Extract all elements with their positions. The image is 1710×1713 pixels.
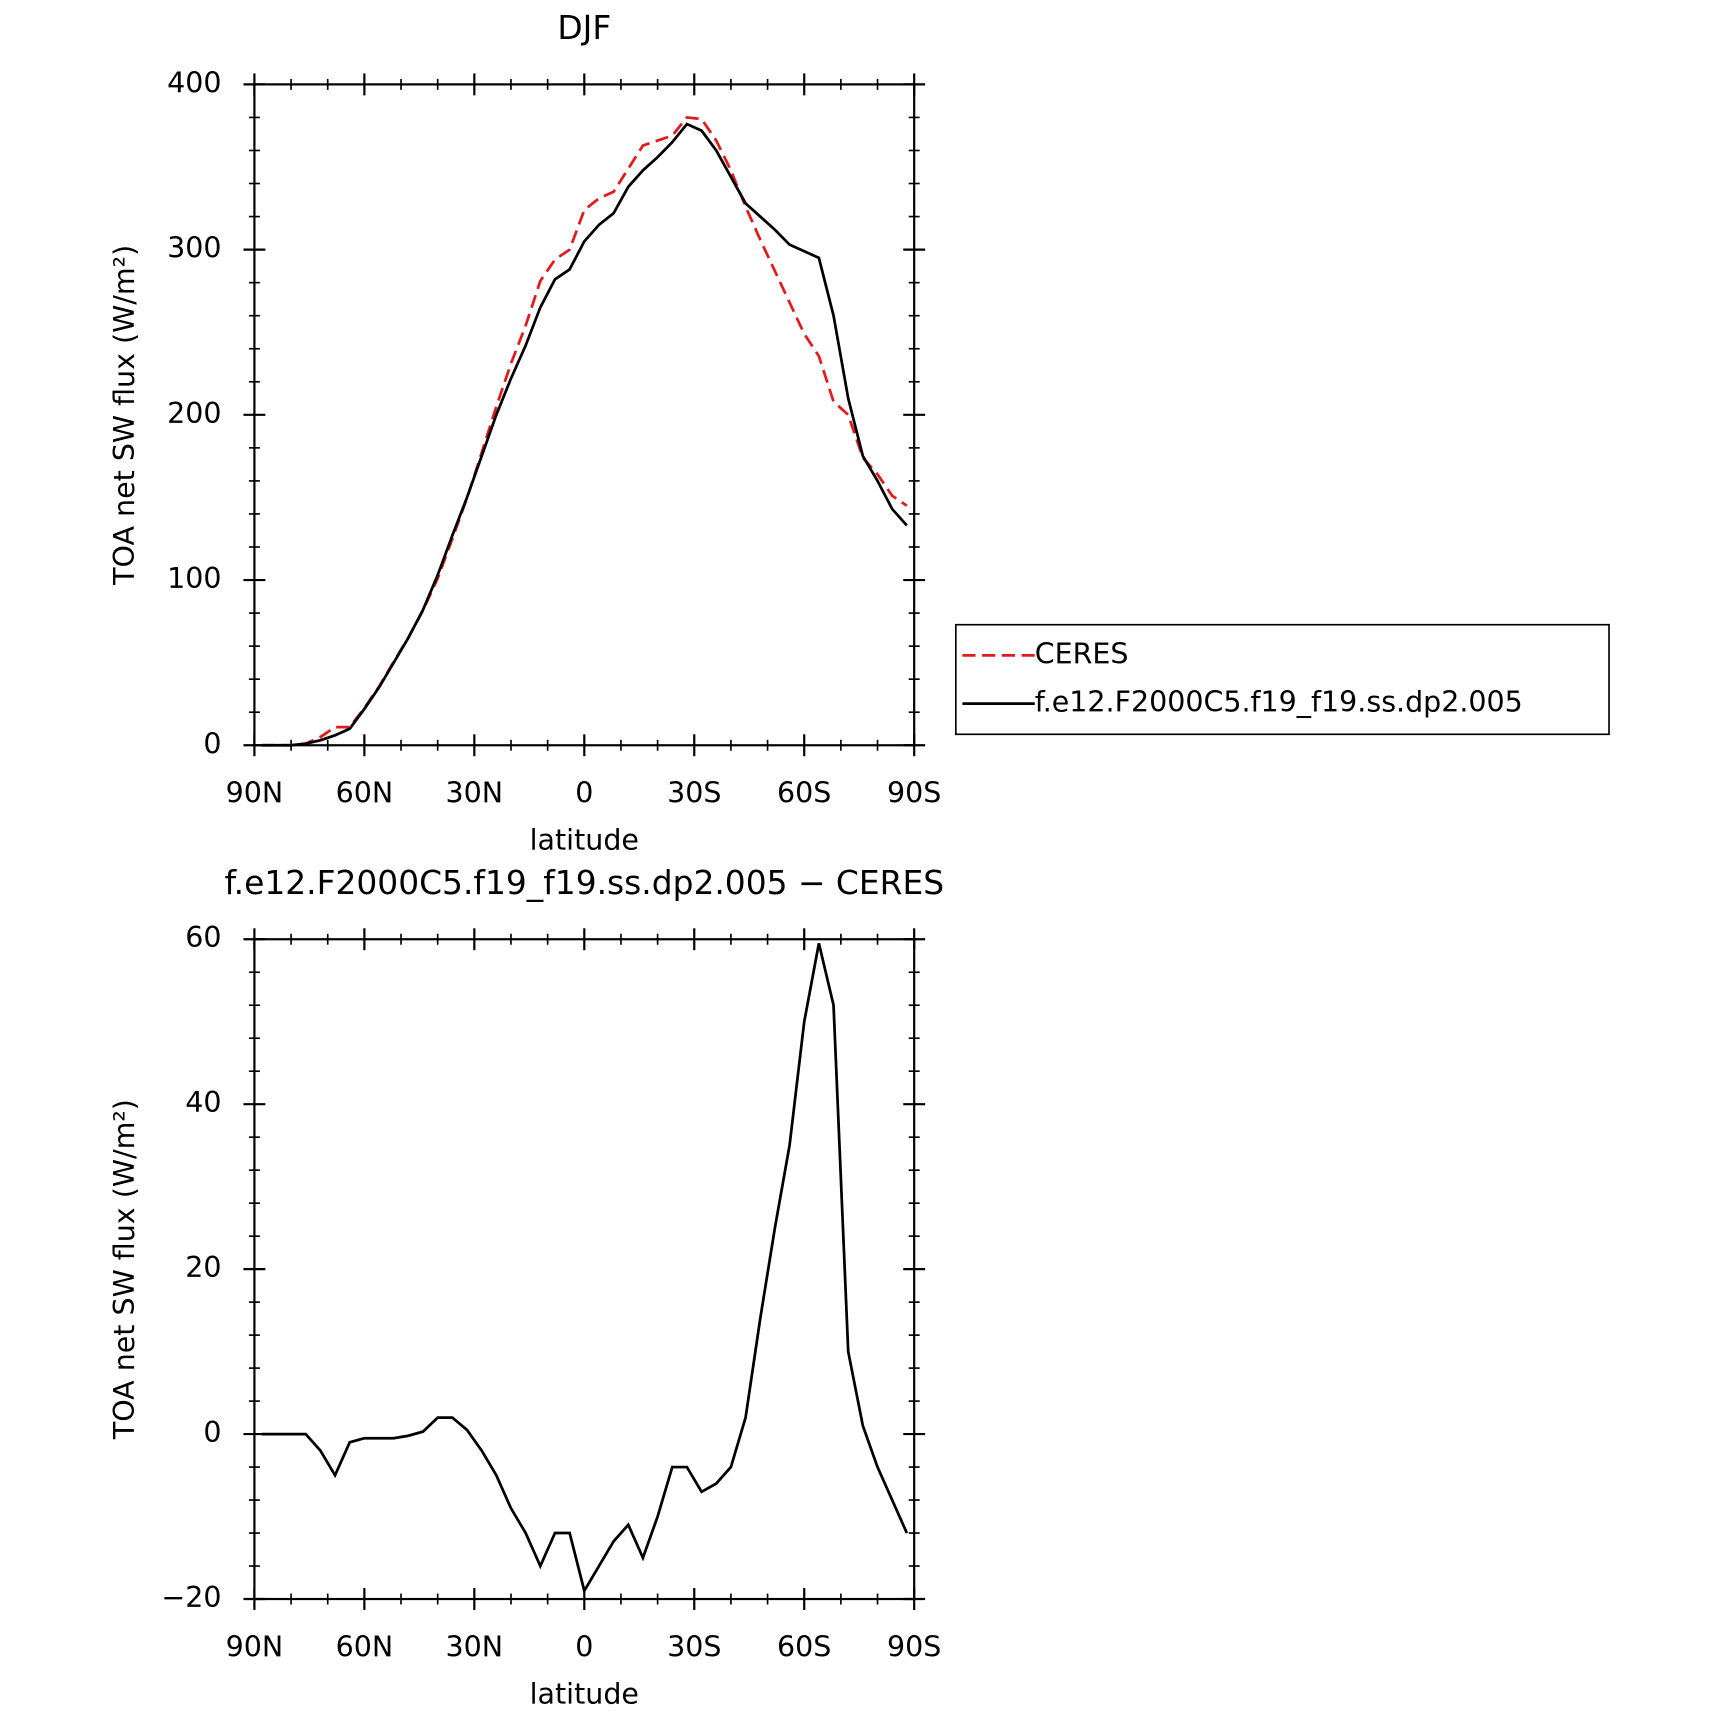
plot-frame xyxy=(253,83,916,747)
y-tick-label: 100 xyxy=(167,562,221,595)
y-tick-label: 300 xyxy=(167,232,221,265)
x-tick-label: 90S xyxy=(887,777,941,810)
x-tick-label: 60N xyxy=(336,777,394,810)
x-tick-label: 90N xyxy=(226,777,284,810)
y-tick-label: 200 xyxy=(167,397,221,430)
data-line xyxy=(261,115,908,747)
x-tick-label: 60S xyxy=(777,777,831,810)
y-axis-label: TOA net SW flux (W/m²) xyxy=(108,245,141,586)
y-tick-label: −20 xyxy=(161,1581,221,1614)
chart-title: DJF xyxy=(557,8,611,47)
y-tick-label: 400 xyxy=(167,66,221,99)
plot-frame xyxy=(253,938,916,1601)
y-tick-label: 20 xyxy=(185,1251,221,1284)
legend-box xyxy=(955,623,1610,736)
x-tick-label: 60S xyxy=(777,1630,831,1663)
y-tick-label: 0 xyxy=(203,727,221,760)
y-tick-label: 60 xyxy=(185,921,221,954)
data-line xyxy=(261,943,909,1595)
legend-label: CERES xyxy=(1035,637,1129,670)
y-tick-label: 0 xyxy=(203,1416,221,1449)
chart-title: f.e12.F2000C5.f19_f19.ss.dp2.005 − CERES xyxy=(224,863,944,902)
x-tick-label: 0 xyxy=(575,777,593,810)
x-tick-label: 90S xyxy=(887,1630,941,1663)
x-tick-label: 30N xyxy=(446,777,504,810)
x-axis-label: latitude xyxy=(530,1677,639,1710)
x-tick-label: 30N xyxy=(446,1630,504,1663)
x-tick-label: 30S xyxy=(667,1630,721,1663)
x-tick-label: 30S xyxy=(667,777,721,810)
y-tick-label: 40 xyxy=(185,1086,221,1119)
x-tick-label: 0 xyxy=(575,1630,593,1663)
y-axis-label: TOA net SW flux (W/m²) xyxy=(108,1099,141,1440)
x-axis-label: latitude xyxy=(530,824,639,857)
x-tick-label: 60N xyxy=(336,1630,394,1663)
x-tick-label: 90N xyxy=(226,1630,284,1663)
legend-label: f.e12.F2000C5.f19_f19.ss.dp2.005 xyxy=(1035,686,1523,719)
data-line xyxy=(261,122,908,747)
